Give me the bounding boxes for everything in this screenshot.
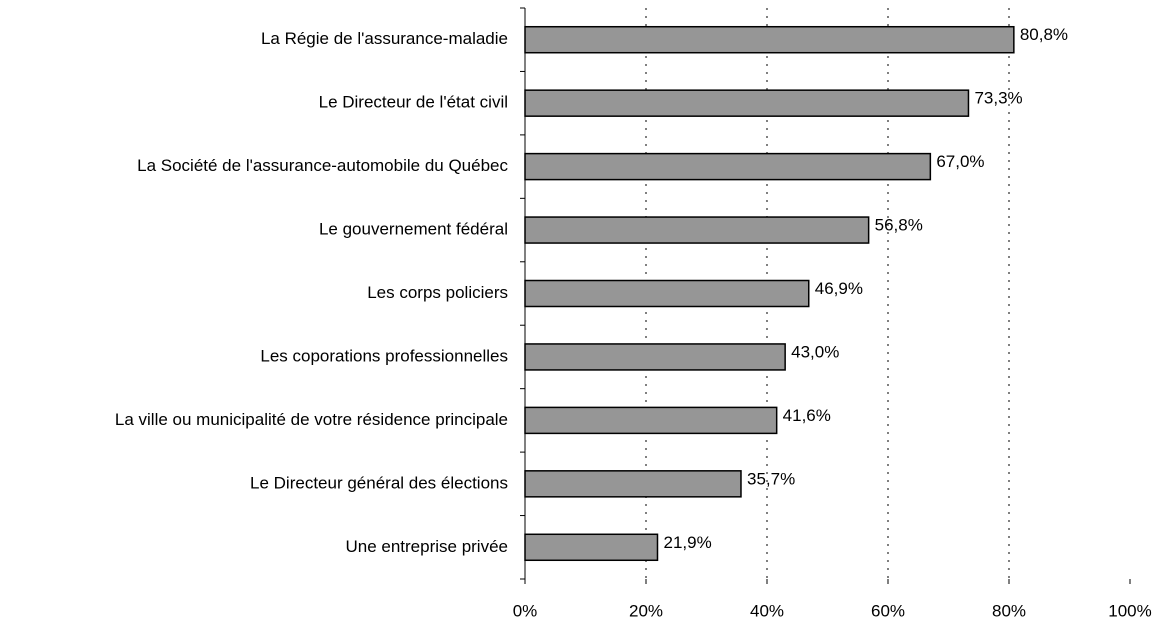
value-label: 73,3% [974,89,1022,108]
bar [524,25,1015,54]
y-tick-label: Les coporations professionnelles [260,346,508,365]
y-tick-label: Le Directeur général des élections [250,473,508,492]
y-tick-label: Le gouvernement fédéral [319,220,508,239]
bar [524,343,786,371]
y-tick-label: La Société de l'assurance-automobile du … [137,156,508,175]
bar [524,470,742,498]
x-tick-label: 0% [513,601,538,620]
x-tick-label: 80% [992,601,1026,620]
value-label: 56,8% [875,216,923,235]
y-tick-label: Les corps policiers [367,283,508,302]
y-tick-label: La ville ou municipalité de votre réside… [115,410,508,429]
bar [524,216,870,244]
bar [524,152,932,181]
bar [524,279,810,308]
value-label: 46,9% [815,279,863,298]
bar [524,406,778,435]
x-tick-label: 20% [629,601,663,620]
bar [524,89,970,117]
x-tick-label: 100% [1108,601,1151,620]
bar [524,533,659,562]
value-label: 80,8% [1020,25,1068,44]
y-tick-label: Une entreprise privée [345,537,508,556]
value-label: 67,0% [936,152,984,171]
value-label: 41,6% [783,406,831,425]
x-tick-label: 40% [750,601,784,620]
y-tick-label: Le Directeur de l'état civil [319,93,508,112]
y-tick-label: La Régie de l'assurance-maladie [261,29,508,48]
value-label: 43,0% [791,342,839,361]
value-label: 21,9% [663,533,711,552]
x-tick-label: 60% [871,601,905,620]
value-label: 35,7% [747,469,795,488]
